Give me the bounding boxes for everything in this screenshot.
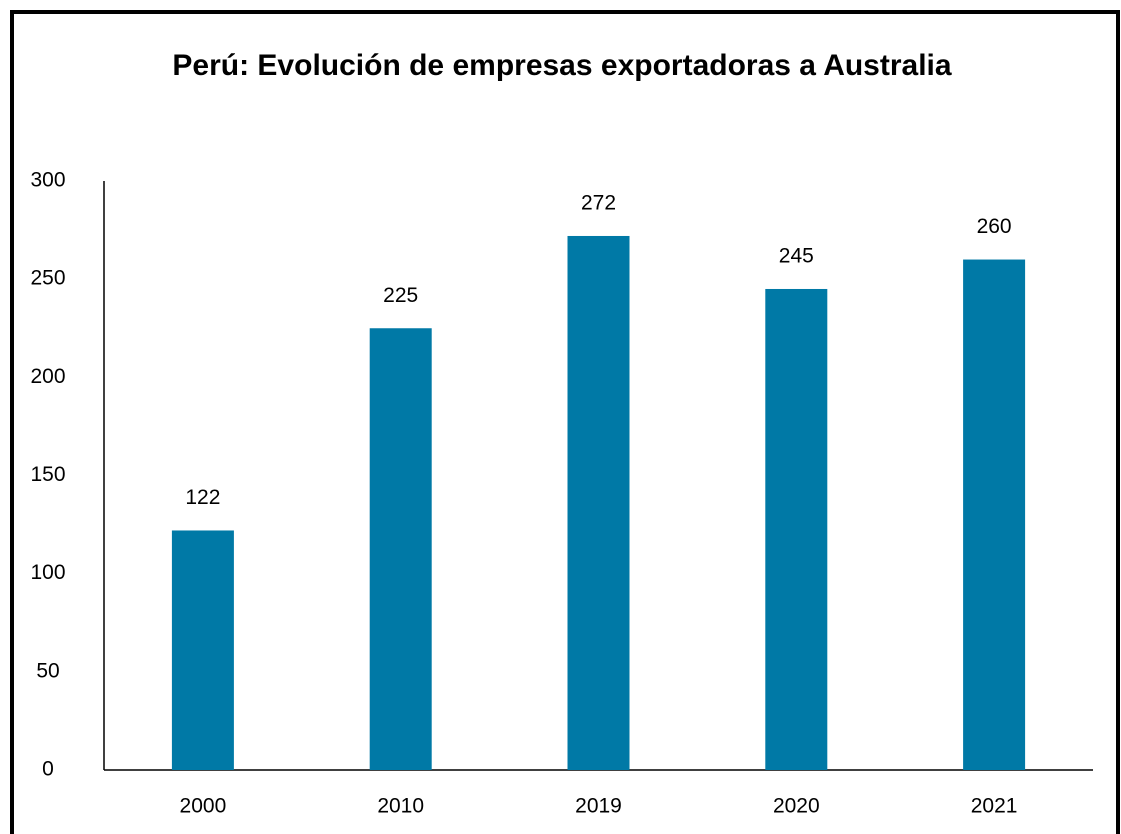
x-tick-label: 2021 xyxy=(971,795,1018,818)
chart-title: Perú: Evolución de empresas exportadoras… xyxy=(172,49,951,82)
bar xyxy=(171,530,234,770)
y-tick-label: 0 xyxy=(42,758,54,781)
data-label: 260 xyxy=(977,215,1012,238)
data-label: 225 xyxy=(383,284,418,307)
y-tick-label: 250 xyxy=(30,267,65,290)
data-label: 122 xyxy=(185,486,220,509)
bar xyxy=(963,259,1026,770)
y-tick-label: 100 xyxy=(30,561,65,584)
bar xyxy=(567,235,630,770)
data-label: 272 xyxy=(581,192,616,215)
y-tick-label: 200 xyxy=(30,365,65,388)
x-tick-label: 2000 xyxy=(180,795,227,818)
x-tick-label: 2020 xyxy=(773,795,820,818)
data-label: 245 xyxy=(779,245,814,268)
bar xyxy=(765,288,828,770)
bar xyxy=(369,328,432,770)
x-tick-label: 2019 xyxy=(575,795,622,818)
y-tick-label: 150 xyxy=(30,463,65,486)
y-tick-label: 50 xyxy=(36,659,59,682)
chart-frame xyxy=(10,10,1120,834)
x-tick-label: 2010 xyxy=(377,795,424,818)
y-tick-label: 300 xyxy=(30,169,65,192)
